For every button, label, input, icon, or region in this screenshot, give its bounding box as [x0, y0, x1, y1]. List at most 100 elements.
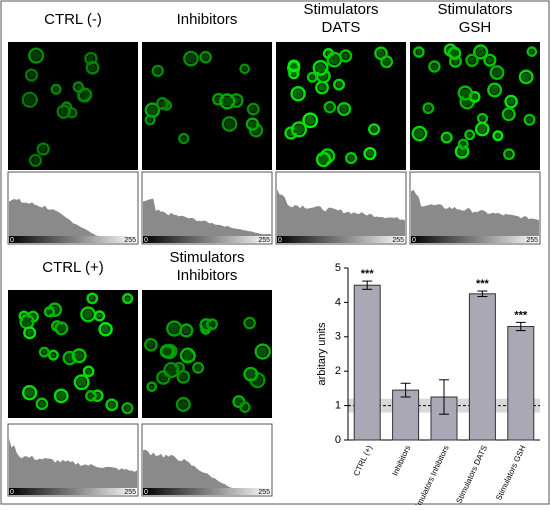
- cell: [73, 374, 90, 391]
- cell: [98, 322, 113, 337]
- cell: [440, 131, 453, 144]
- cell: [363, 146, 377, 161]
- cell-core: [242, 66, 247, 72]
- cell-core: [290, 62, 298, 69]
- cell: [457, 138, 469, 150]
- cell-core: [495, 133, 501, 139]
- cell: [487, 82, 503, 98]
- histogram-scale: [277, 236, 405, 243]
- cell: [333, 78, 346, 91]
- histogram-scale: [143, 488, 271, 495]
- cell-core: [348, 155, 354, 161]
- cell-core: [86, 368, 92, 374]
- cell-core: [336, 81, 342, 88]
- histogram-max: 255: [392, 237, 404, 244]
- cell: [163, 361, 180, 379]
- histogram-shape: [411, 189, 539, 236]
- cell-core: [507, 97, 515, 106]
- bar: [507, 325, 535, 441]
- histogram-min: 0: [144, 237, 148, 244]
- cell-core: [460, 88, 470, 98]
- cell-core: [476, 47, 486, 57]
- cell-core: [318, 83, 326, 92]
- cell: [447, 46, 462, 60]
- cell-core: [460, 141, 466, 147]
- cell-core: [468, 56, 476, 64]
- panel-title: GSH: [459, 19, 492, 36]
- cell-core: [329, 54, 339, 65]
- cell: [159, 344, 175, 359]
- bar: [353, 284, 381, 441]
- cell-core: [159, 100, 166, 107]
- cell: [179, 347, 196, 364]
- cell-core: [75, 84, 81, 90]
- cell-core: [315, 63, 326, 73]
- cell-core: [431, 63, 438, 70]
- cell-core: [83, 309, 93, 320]
- cell: [323, 100, 337, 114]
- cell: [105, 398, 119, 412]
- cell-core: [74, 351, 84, 361]
- y-tick-label: 2: [335, 365, 341, 377]
- cell-core: [319, 155, 328, 164]
- cell: [178, 132, 190, 145]
- cell-core: [57, 391, 66, 401]
- cell-core: [257, 346, 268, 357]
- cell-core: [246, 319, 253, 327]
- cell-core: [471, 94, 478, 100]
- cell: [219, 93, 236, 110]
- cell: [84, 51, 98, 66]
- cell-core: [467, 132, 472, 137]
- significance-label: ***: [514, 309, 528, 321]
- cell: [503, 148, 515, 161]
- cell: [175, 396, 191, 412]
- cell-core: [209, 321, 215, 328]
- cell-core: [154, 67, 161, 74]
- cell-core: [179, 373, 187, 381]
- cell-core: [24, 94, 35, 105]
- cell-core: [480, 116, 485, 121]
- panel-title: Stimulators: [169, 249, 244, 266]
- histogram-min: 0: [278, 237, 282, 244]
- cell: [290, 85, 306, 102]
- cell: [146, 381, 158, 392]
- cell: [35, 397, 49, 411]
- cell: [36, 142, 50, 156]
- histogram-scale: [143, 236, 271, 243]
- cell: [504, 94, 518, 109]
- cell: [21, 91, 38, 108]
- cell: [254, 343, 271, 360]
- histogram-scale: [9, 236, 137, 243]
- histogram-shape: [277, 189, 405, 236]
- cell-core: [159, 373, 168, 382]
- cell: [243, 366, 259, 382]
- cell-core: [80, 90, 90, 100]
- cell: [155, 97, 169, 111]
- cell-core: [310, 75, 315, 80]
- cell: [54, 321, 69, 336]
- cell: [290, 121, 308, 138]
- cell: [246, 102, 260, 116]
- cell-core: [222, 96, 233, 107]
- cell-core: [248, 120, 256, 128]
- cell-core: [478, 124, 487, 134]
- cell: [21, 384, 38, 401]
- cell: [82, 365, 95, 378]
- cell-core: [416, 49, 422, 55]
- cell-core: [526, 116, 533, 123]
- cell-core: [125, 296, 130, 301]
- histogram-max: 255: [526, 237, 538, 244]
- cell: [489, 65, 505, 80]
- histogram-min: 0: [144, 489, 148, 496]
- histogram-max: 255: [124, 237, 136, 244]
- cell-core: [293, 89, 303, 99]
- histogram-shape: [143, 198, 271, 236]
- cell-core: [529, 49, 534, 54]
- cell-core: [414, 128, 425, 139]
- cell: [422, 102, 435, 115]
- cell-core: [326, 104, 333, 111]
- cell-core: [59, 107, 68, 116]
- cell: [523, 113, 536, 126]
- cell-core: [235, 398, 243, 405]
- y-tick-label: 4: [335, 296, 341, 308]
